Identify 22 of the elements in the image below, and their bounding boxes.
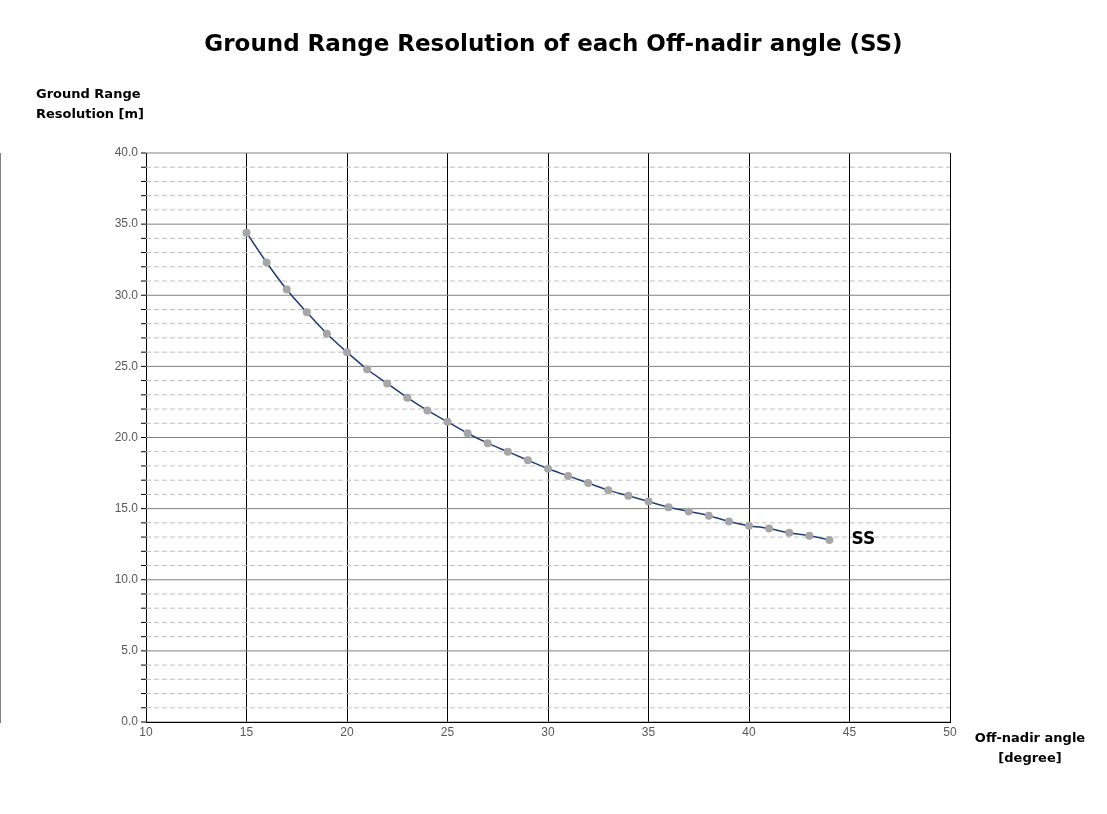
y-tick-label: 25.0 [114,358,139,373]
x-tick-label: 25 [440,724,455,739]
y-tick-label: 0.0 [121,714,139,729]
y-axis-title: Ground Range Resolution [m] [36,85,146,123]
y-tick-label: 35.0 [114,216,139,231]
series-label: SS [851,528,876,549]
y-tick-label: 15.0 [114,500,139,515]
y-tick-label: 30.0 [114,287,139,302]
y-tick-label: 20.0 [114,429,139,444]
y-tick-label: 10.0 [114,572,139,587]
x-tick-label: 30 [541,724,555,739]
chart-title: Ground Range Resolution of each Off-nadir angle (SS) [203,30,904,56]
x-tick-label: 20 [340,724,354,739]
x-tick-label: 50 [943,724,957,739]
x-tick-label: 10 [139,724,153,739]
x-tick-label: 45 [842,724,857,739]
x-tick-label: 15 [239,724,254,739]
y-tick-label: 5.0 [121,643,139,658]
x-tick-label: 35 [641,724,656,739]
y-tick-label: 40.0 [114,145,139,160]
x-tick-label: 40 [742,724,756,739]
x-axis-title: Off-nadir angle [degree] [973,729,1087,767]
